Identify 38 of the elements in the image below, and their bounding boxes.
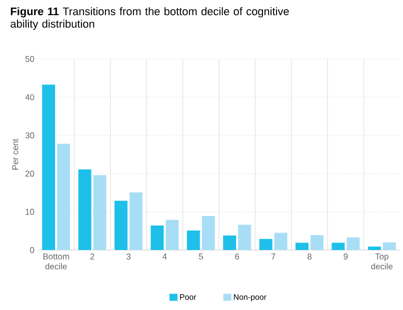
bar — [259, 238, 272, 250]
bar — [166, 220, 179, 250]
bar — [202, 216, 215, 250]
bar — [310, 235, 324, 250]
bar — [274, 232, 288, 250]
y-tick-label: 20 — [25, 170, 34, 177]
x-tick-label: Bottom decile — [43, 254, 69, 270]
bar — [57, 144, 70, 250]
x-tick-label: 6 — [235, 254, 240, 260]
bar — [223, 235, 236, 250]
bar — [130, 192, 142, 250]
chart-title: Figure 11 Transitions from the bottom decile of cognitive ability distribution — [10, 7, 289, 30]
bar — [368, 246, 381, 250]
bar — [150, 226, 164, 250]
y-tick-label: 10 — [26, 208, 34, 215]
y-tick-label: 40 — [25, 94, 34, 100]
x-tick-label: Top decile — [371, 254, 393, 270]
x-tick-label: 5 — [198, 254, 203, 260]
bar — [296, 242, 309, 250]
x-tick-label: 8 — [308, 254, 312, 260]
y-tick-label: 0 — [30, 247, 34, 253]
bar — [186, 230, 200, 250]
y-tick-label: 50 — [25, 56, 34, 62]
x-tick-label: 4 — [162, 254, 167, 260]
bar — [78, 169, 92, 250]
bar — [42, 84, 56, 250]
x-tick-label: 9 — [344, 254, 348, 260]
bar — [93, 175, 106, 250]
bar — [114, 200, 128, 250]
bar — [238, 224, 252, 250]
bar — [346, 237, 360, 250]
bar — [382, 242, 396, 250]
bar — [332, 242, 345, 250]
y-axis-title: Per cent — [12, 138, 18, 170]
x-tick-label: 7 — [271, 254, 276, 260]
x-tick-label: 2 — [90, 254, 94, 260]
y-tick-label: 30 — [25, 132, 34, 138]
x-tick-label: 3 — [126, 254, 130, 260]
